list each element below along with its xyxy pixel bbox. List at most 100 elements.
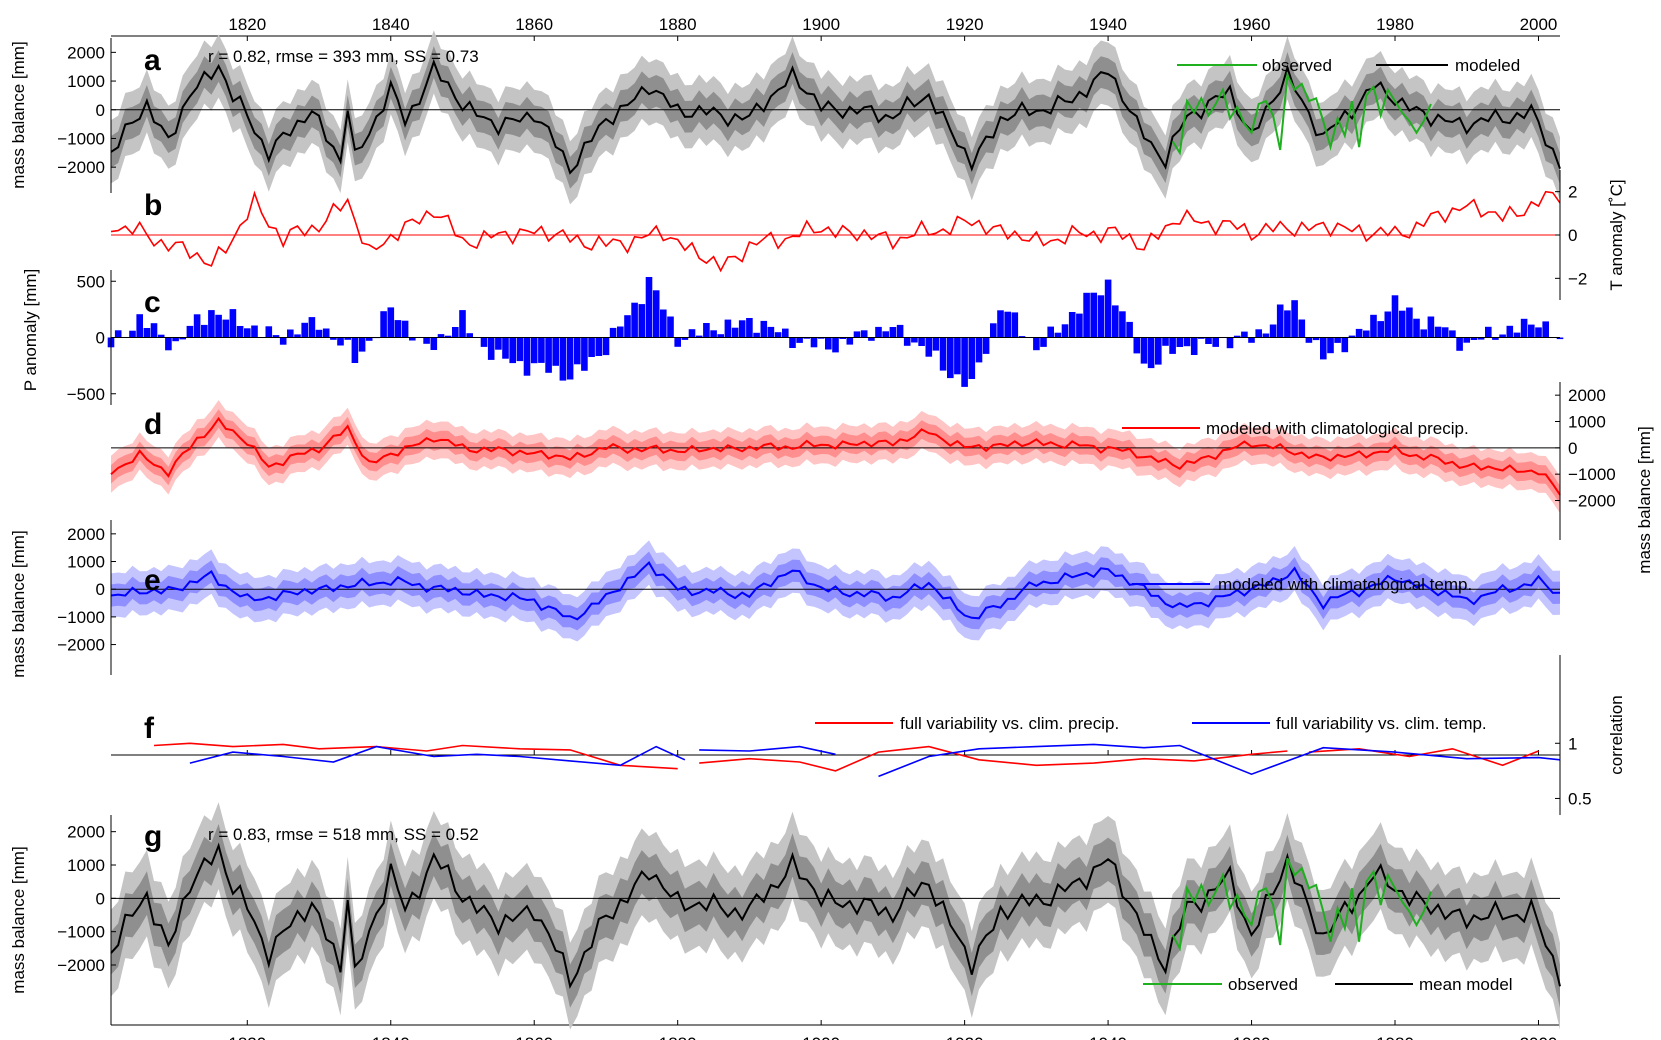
precip-bar xyxy=(975,337,983,363)
y-tick-label-a: −1000 xyxy=(57,129,105,148)
precip-bar xyxy=(947,337,954,379)
precip-bar xyxy=(997,310,1004,338)
precip-bar xyxy=(236,326,244,338)
precip-bar xyxy=(703,323,710,338)
precip-bar xyxy=(1090,292,1097,338)
stats-g: r = 0.83, rmse = 518 mm, SS = 0.52 xyxy=(208,825,479,844)
precip-bar xyxy=(193,314,201,338)
precip-bar xyxy=(903,337,911,346)
precip-bar xyxy=(652,290,660,338)
precip-bar xyxy=(1033,337,1040,351)
correlation-line-precip xyxy=(1308,747,1539,767)
precip-bar xyxy=(545,337,552,373)
precip-bar xyxy=(1370,314,1377,338)
mean-model-line-g xyxy=(110,842,1561,990)
precip-bar xyxy=(1061,324,1069,338)
precip-bar xyxy=(939,337,947,371)
panel-letter-f: f xyxy=(144,712,155,745)
precip-bar xyxy=(1520,318,1528,338)
precip-bar xyxy=(667,316,674,338)
panel-letter-a: a xyxy=(144,44,161,77)
y-tick-label-d: 2000 xyxy=(1568,386,1606,405)
x-tick-label: 1840 xyxy=(372,15,410,34)
precip-bar xyxy=(860,330,868,338)
precip-bar xyxy=(868,337,875,341)
ylabel-f: correlation xyxy=(1607,695,1626,774)
y-tick-label-d: 1000 xyxy=(1568,413,1606,432)
precip-bar xyxy=(911,337,918,343)
y-tick-label-g: −1000 xyxy=(57,923,105,942)
precip-bar xyxy=(810,337,818,348)
precip-bar xyxy=(1312,337,1320,341)
precip-bar xyxy=(1456,337,1463,351)
legend-label-modeled-a: modeled xyxy=(1455,56,1520,75)
x-tick-label: 1960 xyxy=(1233,15,1271,34)
precip-bar xyxy=(351,337,359,363)
precip-bar xyxy=(172,337,179,342)
precip-bar xyxy=(1198,337,1205,339)
precip-bar xyxy=(1190,337,1198,355)
precip-bar xyxy=(624,315,631,338)
precip-bar xyxy=(738,320,746,338)
x-tick-label: 2000 xyxy=(1520,15,1558,34)
precip-bar xyxy=(358,337,366,352)
precip-bar xyxy=(1434,326,1442,338)
x-tick-label: 1900 xyxy=(802,15,840,34)
y-tick-label-b: 2 xyxy=(1568,183,1577,202)
precip-bar xyxy=(1119,311,1126,338)
y-tick-label-a: 1000 xyxy=(67,72,105,91)
legend-label-f-temp: full variability vs. clim. temp. xyxy=(1276,714,1487,733)
precip-bar xyxy=(1413,318,1420,338)
precip-bar xyxy=(538,337,545,363)
precip-bar xyxy=(774,332,782,338)
precip-bar xyxy=(552,337,559,366)
legend-label-e: modeled with climatological temp. xyxy=(1218,575,1472,594)
precip-bar xyxy=(530,337,538,364)
y-tick-label-e: 0 xyxy=(96,580,105,599)
precip-bar xyxy=(444,335,452,338)
precip-bar xyxy=(645,277,653,338)
precip-bar xyxy=(1420,329,1427,338)
y-tick-label-f: 0.5 xyxy=(1568,789,1592,808)
x-tick-label: 1940 xyxy=(1089,15,1127,34)
band-mid-g xyxy=(111,824,1560,1008)
precip-bar xyxy=(430,337,438,350)
precip-bar xyxy=(1463,337,1470,343)
precip-bar xyxy=(789,337,796,348)
precip-bar xyxy=(559,337,567,381)
x-tick-label: 1820 xyxy=(228,15,266,34)
y-tick-label-b: −2 xyxy=(1568,269,1587,288)
y-tick-label-g: 0 xyxy=(96,889,105,908)
precip-bar xyxy=(495,337,502,350)
y-tick-label-g: −2000 xyxy=(57,956,105,975)
precip-bar xyxy=(251,325,258,338)
y-tick-label-d: −1000 xyxy=(1568,465,1616,484)
precip-bar xyxy=(466,333,473,338)
precip-bar xyxy=(387,307,395,338)
legend-label-f-precip: full variability vs. clim. precip. xyxy=(900,714,1119,733)
correlation-line-temp xyxy=(878,743,1561,778)
y-tick-label-d: −2000 xyxy=(1568,492,1616,511)
precip-bar xyxy=(1377,321,1384,338)
x-tick-label: 1920 xyxy=(946,1034,984,1040)
precip-bar xyxy=(1427,316,1435,338)
x-tick-label: 1980 xyxy=(1376,1034,1414,1040)
precip-bar xyxy=(294,334,301,338)
x-tick-label: 1880 xyxy=(659,1034,697,1040)
precip-bar xyxy=(581,337,588,371)
precip-bar xyxy=(208,310,215,338)
temperature-line-b xyxy=(110,190,1561,273)
legend-label-observed-a: observed xyxy=(1262,56,1332,75)
precip-bar xyxy=(1298,319,1306,338)
precip-bar xyxy=(1398,310,1406,338)
precip-bar xyxy=(875,326,882,338)
precip-bar xyxy=(839,337,846,339)
precip-bar xyxy=(695,335,703,338)
precip-bar xyxy=(143,328,151,338)
x-tick-label: 1860 xyxy=(515,15,553,34)
x-tick-label: 1900 xyxy=(802,1034,840,1040)
ylabel-b: T anomaly [˚C] xyxy=(1607,179,1626,290)
y-tick-label-c: −500 xyxy=(67,385,105,404)
ylabel-e: mass balance [mm] xyxy=(9,530,28,677)
precip-bar xyxy=(1104,279,1112,338)
